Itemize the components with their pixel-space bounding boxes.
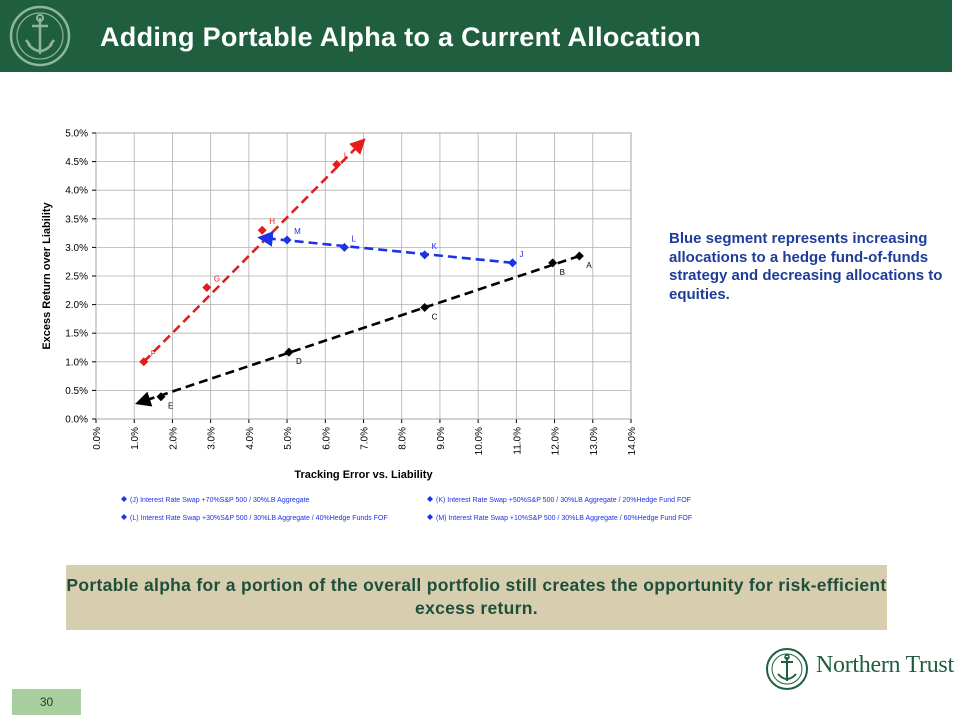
y-tick-label: 5.0% — [65, 129, 88, 140]
point-label-B: B — [560, 268, 565, 277]
data-point-K — [420, 250, 430, 260]
data-point-F — [139, 357, 149, 367]
legend-entry: (K) Interest Rate Swap +50%S&P 500 / 30%… — [436, 497, 691, 504]
point-label-F: F — [151, 349, 156, 358]
x-tick-label: 7.0% — [360, 427, 371, 450]
legend-marker — [427, 496, 433, 502]
x-tick-label: 2.0% — [168, 427, 179, 450]
legend-entry: (M) Interest Rate Swap +10%S&P 500 / 30%… — [436, 515, 692, 522]
point-label-A: A — [586, 261, 592, 270]
page-title: Adding Portable Alpha to a Current Alloc… — [100, 22, 702, 52]
y-tick-label: 4.5% — [65, 157, 88, 168]
data-point-G — [202, 282, 212, 292]
takeaway-text: Portable alpha for a portion of the over… — [66, 575, 887, 618]
point-label-M: M — [294, 227, 301, 236]
x-tick-label: 10.0% — [474, 427, 485, 455]
point-label-K: K — [432, 242, 438, 251]
y-tick-label: 3.0% — [65, 243, 88, 254]
brand-name: Northern Trust — [816, 652, 954, 678]
x-axis-title: Tracking Error vs. Liability — [294, 469, 433, 481]
y-tick-label: 0.0% — [65, 415, 88, 426]
series-2-arrow-line — [257, 231, 513, 265]
northern-trust-seal-icon — [9, 5, 71, 67]
y-tick-label: 3.5% — [65, 214, 88, 225]
point-label-G: G — [214, 274, 220, 283]
y-axis-title: Excess Return over Liability — [41, 201, 53, 349]
data-point-J — [508, 258, 518, 268]
y-tick-label: 2.0% — [65, 300, 88, 311]
x-tick-label: 12.0% — [551, 427, 562, 455]
x-tick-label: 6.0% — [321, 427, 332, 450]
data-point-M — [282, 235, 292, 245]
x-tick-label: 8.0% — [398, 427, 409, 450]
northern-trust-logo-icon — [766, 648, 808, 690]
legend-marker — [121, 514, 127, 520]
point-label-J: J — [520, 250, 524, 259]
x-tick-label: 11.0% — [512, 427, 523, 455]
point-label-C: C — [432, 312, 438, 321]
data-point-C — [420, 302, 430, 312]
x-tick-label: 13.0% — [589, 427, 600, 455]
y-tick-label: 4.0% — [65, 186, 88, 197]
legend-entry: (J) Interest Rate Swap +70%S&P 500 / 30%… — [130, 497, 310, 504]
x-tick-label: 14.0% — [627, 427, 638, 455]
takeaway-box: Portable alpha for a portion of the over… — [66, 565, 887, 630]
page-number: 30 — [12, 689, 81, 715]
data-point-D — [284, 347, 294, 357]
data-point-L — [339, 242, 349, 252]
x-tick-label: 1.0% — [130, 427, 141, 450]
x-tick-label: 0.0% — [92, 427, 103, 450]
data-point-I — [332, 159, 342, 169]
y-tick-label: 1.0% — [65, 357, 88, 368]
series-0-arrow-line — [135, 254, 580, 407]
point-label-E: E — [168, 402, 173, 411]
x-tick-label: 3.0% — [207, 427, 218, 450]
point-label-L: L — [351, 234, 356, 243]
y-tick-label: 0.5% — [65, 386, 88, 397]
point-label-H: H — [269, 217, 275, 226]
y-tick-label: 1.5% — [65, 329, 88, 340]
legend-marker — [427, 514, 433, 520]
data-point-B — [548, 258, 558, 268]
x-tick-label: 5.0% — [283, 427, 294, 450]
title-bar: Adding Portable Alpha to a Current Alloc… — [0, 0, 952, 72]
point-label-D: D — [296, 357, 302, 366]
point-label-I: I — [344, 151, 346, 160]
y-tick-label: 2.5% — [65, 272, 88, 283]
data-point-E — [156, 392, 166, 402]
annotation-blue-segment: Blue segment represents increasing alloc… — [669, 230, 943, 303]
legend-marker — [121, 496, 127, 502]
x-tick-label: 4.0% — [245, 427, 256, 450]
data-point-A — [574, 251, 584, 261]
x-tick-label: 9.0% — [436, 427, 447, 450]
series-1-arrow-line — [142, 138, 366, 363]
legend-entry: (L) Interest Rate Swap +30%S&P 500 / 30%… — [130, 515, 388, 522]
